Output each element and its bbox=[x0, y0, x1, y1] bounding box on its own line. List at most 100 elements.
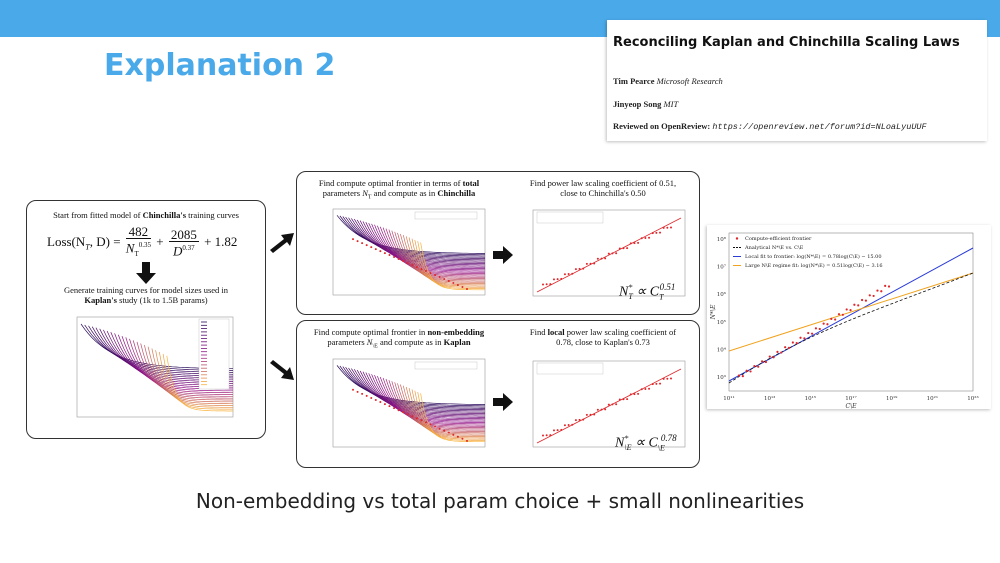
frontier-point bbox=[356, 240, 359, 243]
total-formula: N*T ∝ CT0.51 bbox=[619, 282, 676, 302]
frontier-point bbox=[757, 365, 760, 368]
frontier-point bbox=[352, 238, 354, 241]
frontier-point bbox=[622, 398, 625, 401]
caption-bold: Chinchilla's bbox=[142, 210, 187, 220]
frontier-point bbox=[549, 283, 552, 286]
paper-review-line: Reviewed on OpenReview: https://openrevi… bbox=[613, 121, 927, 132]
frontier-point bbox=[593, 262, 596, 265]
caption-text: parameters bbox=[327, 337, 367, 347]
review-label: Reviewed on OpenReview: bbox=[613, 121, 711, 131]
frontier-point bbox=[795, 342, 798, 345]
frontier-point bbox=[807, 331, 810, 335]
training-curve bbox=[371, 223, 485, 269]
frontier-point bbox=[545, 434, 548, 437]
frontier-point bbox=[370, 396, 373, 399]
frontier-point bbox=[397, 258, 400, 261]
eq-part: Loss(N bbox=[47, 233, 86, 249]
frontier-point bbox=[780, 351, 783, 354]
frontier-point bbox=[356, 390, 359, 393]
frontier-point bbox=[615, 252, 618, 255]
frontier-point bbox=[578, 267, 581, 270]
training-curve bbox=[379, 226, 485, 273]
training-curve bbox=[374, 224, 485, 271]
eq-part: + 1.82 bbox=[204, 233, 238, 249]
frontier-point bbox=[571, 423, 574, 426]
training-curve bbox=[379, 376, 485, 425]
frontier-point bbox=[741, 375, 744, 378]
x-tick-label: 10¹³ bbox=[764, 395, 775, 402]
y-tick-label: 10⁶ bbox=[717, 291, 727, 298]
nonembed-powerlaw-plot bbox=[519, 353, 691, 461]
frontier-point bbox=[556, 429, 559, 432]
training-curve bbox=[411, 238, 485, 287]
frontier-point bbox=[552, 429, 555, 432]
plot-frame bbox=[728, 232, 974, 392]
bottom-right-caption: Find local power law scaling coefficient… bbox=[510, 327, 696, 347]
caption-bold: Kaplan's bbox=[84, 295, 117, 305]
caption-text: power law scaling coefficient of bbox=[564, 327, 677, 337]
frontier-point bbox=[787, 346, 791, 349]
caption-text: 0.78, close to Kaplan's 0.73 bbox=[556, 337, 650, 347]
frontier-point bbox=[560, 428, 563, 431]
frontier-point bbox=[447, 431, 450, 434]
training-curve bbox=[348, 367, 486, 411]
x-tick-label: 10¹⁵ bbox=[805, 395, 816, 402]
training-curve bbox=[414, 390, 486, 440]
x-tick-label: 10²¹ bbox=[927, 395, 938, 402]
frontier-point bbox=[753, 364, 756, 368]
frontier-point bbox=[560, 277, 563, 280]
plot-frame bbox=[332, 358, 486, 448]
eq-part: 0.37 bbox=[182, 244, 195, 253]
frontier-point bbox=[438, 427, 441, 430]
frontier-point bbox=[406, 262, 409, 265]
caption-text: parameters bbox=[322, 188, 363, 198]
frontier-point bbox=[648, 387, 651, 390]
frontier-point bbox=[383, 403, 386, 406]
frontier-point bbox=[637, 241, 640, 244]
frontier-point bbox=[853, 303, 856, 306]
frontier-point bbox=[864, 299, 868, 302]
training-curve bbox=[377, 375, 485, 423]
legend-label: Local fit to frontier: log(N*\E) = 0.78l… bbox=[745, 253, 882, 260]
frontier-point bbox=[618, 247, 621, 250]
author-affiliation: MIT bbox=[663, 99, 679, 109]
frontier-point bbox=[626, 247, 629, 250]
frontier-point bbox=[611, 252, 614, 255]
eq-fraction: 482 NT0.35 bbox=[125, 225, 151, 261]
frontier-point bbox=[640, 237, 643, 240]
total-param-frontier-plot bbox=[317, 203, 489, 309]
training-curve bbox=[414, 239, 485, 288]
frontier-point bbox=[589, 413, 592, 416]
frontier-point bbox=[651, 383, 654, 386]
frontier-point bbox=[633, 242, 636, 245]
caption-text: Find compute optimal frontier in bbox=[313, 327, 428, 337]
bottom-left-caption: Find compute optimal frontier in non-emb… bbox=[301, 327, 497, 352]
frontier-point bbox=[434, 425, 437, 428]
y-tick-label: 10⁸ bbox=[717, 236, 727, 243]
frontier-point bbox=[749, 370, 752, 373]
training-curve bbox=[356, 369, 485, 414]
frontier-point bbox=[411, 415, 414, 418]
caption-text: Find bbox=[529, 327, 548, 337]
frontier-point bbox=[826, 323, 829, 326]
frontier-point bbox=[633, 393, 636, 396]
frontier-point bbox=[607, 252, 610, 255]
frontier-point bbox=[424, 270, 427, 273]
caption-text: and compute as in bbox=[371, 188, 438, 198]
frontier-point bbox=[429, 272, 432, 275]
frontier-point bbox=[648, 236, 651, 239]
author-name: Jinyeop Song bbox=[613, 99, 662, 109]
review-url[interactable]: https://openreview.net/forum?id=NLoaLyuU… bbox=[712, 122, 927, 132]
training-curve bbox=[371, 374, 486, 421]
frontier-point bbox=[784, 346, 787, 349]
y-axis-label: N*\E bbox=[710, 304, 717, 320]
eq-part: + bbox=[156, 233, 164, 249]
caption-bold: non-embedding bbox=[427, 327, 485, 337]
frontier-point bbox=[860, 298, 864, 302]
frontier-point bbox=[596, 408, 599, 411]
frontier-point bbox=[361, 392, 364, 395]
training-curve bbox=[356, 219, 485, 263]
frontier-point bbox=[880, 290, 883, 293]
eq-part: 482 bbox=[125, 225, 151, 239]
eq-part: 0.35 bbox=[138, 241, 151, 249]
